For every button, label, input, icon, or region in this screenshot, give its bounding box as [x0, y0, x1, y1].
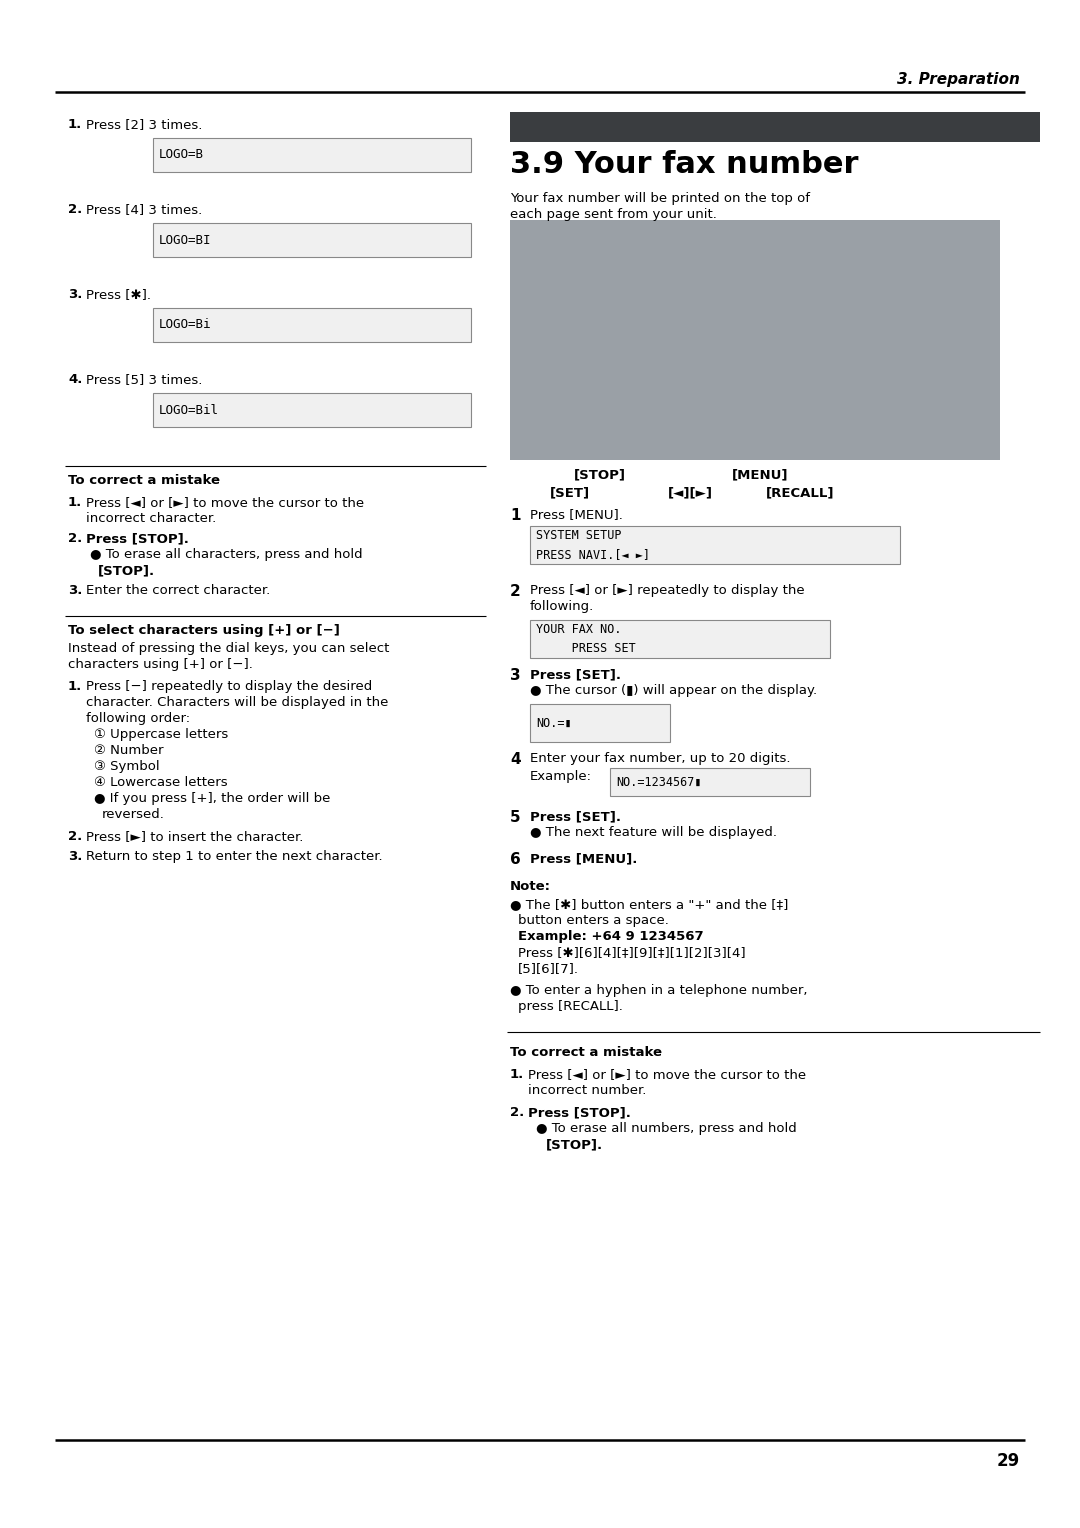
Text: ● To enter a hyphen in a telephone number,: ● To enter a hyphen in a telephone numbe…	[510, 984, 808, 996]
Text: characters using [+] or [−].: characters using [+] or [−].	[68, 659, 253, 671]
Text: ● To erase all numbers, press and hold: ● To erase all numbers, press and hold	[536, 1122, 797, 1135]
Text: ④ Lowercase letters: ④ Lowercase letters	[94, 776, 228, 788]
Text: SYSTEM SETUP: SYSTEM SETUP	[536, 529, 621, 542]
Text: 2: 2	[510, 584, 521, 599]
Text: following order:: following order:	[86, 712, 190, 724]
Text: incorrect number.: incorrect number.	[528, 1083, 646, 1097]
FancyBboxPatch shape	[153, 138, 471, 173]
Text: ● The cursor (▮) will appear on the display.: ● The cursor (▮) will appear on the disp…	[530, 685, 818, 697]
Text: Press [STOP].: Press [STOP].	[86, 532, 189, 545]
Text: [RECALL]: [RECALL]	[766, 486, 834, 500]
Text: NO.=▮: NO.=▮	[536, 717, 571, 729]
Text: Press [✱][6][4][‡][9][‡][1][2][3][4]: Press [✱][6][4][‡][9][‡][1][2][3][4]	[518, 946, 745, 960]
Text: ③ Symbol: ③ Symbol	[94, 759, 160, 773]
Text: [SET]: [SET]	[550, 486, 590, 500]
Text: reversed.: reversed.	[102, 808, 165, 821]
FancyBboxPatch shape	[153, 223, 471, 257]
FancyBboxPatch shape	[510, 220, 1000, 460]
Text: LOGO=B: LOGO=B	[159, 148, 204, 162]
Text: PRESS SET: PRESS SET	[536, 642, 636, 656]
Text: press [RECALL].: press [RECALL].	[518, 999, 623, 1013]
FancyBboxPatch shape	[153, 309, 471, 342]
Text: NO.=1234567▮: NO.=1234567▮	[616, 776, 702, 788]
Text: Press [MENU].: Press [MENU].	[530, 853, 637, 865]
Text: 29: 29	[997, 1452, 1020, 1470]
Text: Example: +64 9 1234567: Example: +64 9 1234567	[518, 931, 704, 943]
Text: Press [◄] or [►] to move the cursor to the: Press [◄] or [►] to move the cursor to t…	[528, 1068, 806, 1080]
Text: [STOP]: [STOP]	[573, 468, 626, 481]
Text: Instead of pressing the dial keys, you can select: Instead of pressing the dial keys, you c…	[68, 642, 390, 656]
Text: [STOP].: [STOP].	[98, 564, 156, 578]
Text: Press [4] 3 times.: Press [4] 3 times.	[86, 203, 202, 215]
Text: Press [SET].: Press [SET].	[530, 668, 621, 681]
Text: ● If you press [+], the order will be: ● If you press [+], the order will be	[94, 792, 330, 805]
Text: Press [◄] or [►] repeatedly to display the: Press [◄] or [►] repeatedly to display t…	[530, 584, 805, 597]
Text: 6: 6	[510, 853, 521, 866]
Text: Note:: Note:	[510, 880, 551, 892]
Text: 1: 1	[510, 507, 521, 523]
Text: 3.9 Your fax number: 3.9 Your fax number	[510, 150, 859, 179]
Text: 3. Preparation: 3. Preparation	[897, 72, 1020, 87]
Text: Return to step 1 to enter the next character.: Return to step 1 to enter the next chara…	[86, 850, 382, 863]
Text: Press [SET].: Press [SET].	[530, 810, 621, 824]
Text: 3: 3	[510, 668, 521, 683]
Text: Your fax number will be printed on the top of: Your fax number will be printed on the t…	[510, 193, 810, 205]
Text: 4.: 4.	[68, 373, 82, 387]
Text: 5: 5	[510, 810, 521, 825]
Text: [◄][►]: [◄][►]	[667, 486, 713, 500]
Text: character. Characters will be displayed in the: character. Characters will be displayed …	[86, 695, 389, 709]
Text: Enter the correct character.: Enter the correct character.	[86, 584, 270, 597]
Text: Enter your fax number, up to 20 digits.: Enter your fax number, up to 20 digits.	[530, 752, 791, 766]
Text: Press [►] to insert the character.: Press [►] to insert the character.	[86, 830, 303, 843]
Text: ● To erase all characters, press and hold: ● To erase all characters, press and hol…	[90, 549, 363, 561]
Text: To select characters using [+] or [−]: To select characters using [+] or [−]	[68, 623, 340, 637]
FancyBboxPatch shape	[510, 112, 1040, 142]
Text: 1.: 1.	[68, 497, 82, 509]
Text: 2.: 2.	[68, 532, 82, 545]
Text: 2.: 2.	[68, 830, 82, 843]
FancyBboxPatch shape	[610, 769, 810, 796]
Text: ● The next feature will be displayed.: ● The next feature will be displayed.	[530, 827, 777, 839]
Text: 1.: 1.	[68, 118, 82, 131]
Text: incorrect character.: incorrect character.	[86, 512, 216, 526]
Text: Press [−] repeatedly to display the desired: Press [−] repeatedly to display the desi…	[86, 680, 373, 694]
Text: [5][6][7].: [5][6][7].	[518, 963, 579, 975]
Text: LOGO=Bil: LOGO=Bil	[159, 403, 219, 417]
Text: 1.: 1.	[510, 1068, 524, 1080]
Text: LOGO=Bi: LOGO=Bi	[159, 318, 212, 332]
Text: 3.: 3.	[68, 850, 82, 863]
FancyBboxPatch shape	[530, 620, 831, 659]
Text: Press [5] 3 times.: Press [5] 3 times.	[86, 373, 202, 387]
Text: [MENU]: [MENU]	[732, 468, 788, 481]
Text: Press [STOP].: Press [STOP].	[528, 1106, 631, 1118]
Text: To correct a mistake: To correct a mistake	[510, 1047, 662, 1059]
Text: ① Uppercase letters: ① Uppercase letters	[94, 727, 228, 741]
Text: 3.: 3.	[68, 584, 82, 597]
FancyBboxPatch shape	[530, 526, 900, 564]
Text: Press [✱].: Press [✱].	[86, 287, 151, 301]
Text: ● The [✱] button enters a "+" and the [‡]: ● The [✱] button enters a "+" and the [‡…	[510, 898, 788, 911]
Text: button enters a space.: button enters a space.	[518, 914, 669, 927]
Text: 2.: 2.	[68, 203, 82, 215]
Text: Example:: Example:	[530, 770, 592, 782]
Text: [STOP].: [STOP].	[546, 1138, 603, 1151]
Text: 3.: 3.	[68, 287, 82, 301]
FancyBboxPatch shape	[153, 393, 471, 426]
Text: 2.: 2.	[510, 1106, 524, 1118]
Text: 4: 4	[510, 752, 521, 767]
Text: following.: following.	[530, 601, 594, 613]
Text: Press [2] 3 times.: Press [2] 3 times.	[86, 118, 202, 131]
Text: PRESS NAVI.[◄ ►]: PRESS NAVI.[◄ ►]	[536, 549, 650, 561]
Text: LOGO=BI: LOGO=BI	[159, 234, 212, 246]
Text: YOUR FAX NO.: YOUR FAX NO.	[536, 623, 621, 636]
Text: Press [MENU].: Press [MENU].	[530, 507, 623, 521]
FancyBboxPatch shape	[530, 704, 670, 743]
Text: To correct a mistake: To correct a mistake	[68, 474, 220, 487]
Text: ② Number: ② Number	[94, 744, 163, 756]
Text: each page sent from your unit.: each page sent from your unit.	[510, 208, 717, 222]
Text: 1.: 1.	[68, 680, 82, 694]
Text: Press [◄] or [►] to move the cursor to the: Press [◄] or [►] to move the cursor to t…	[86, 497, 364, 509]
